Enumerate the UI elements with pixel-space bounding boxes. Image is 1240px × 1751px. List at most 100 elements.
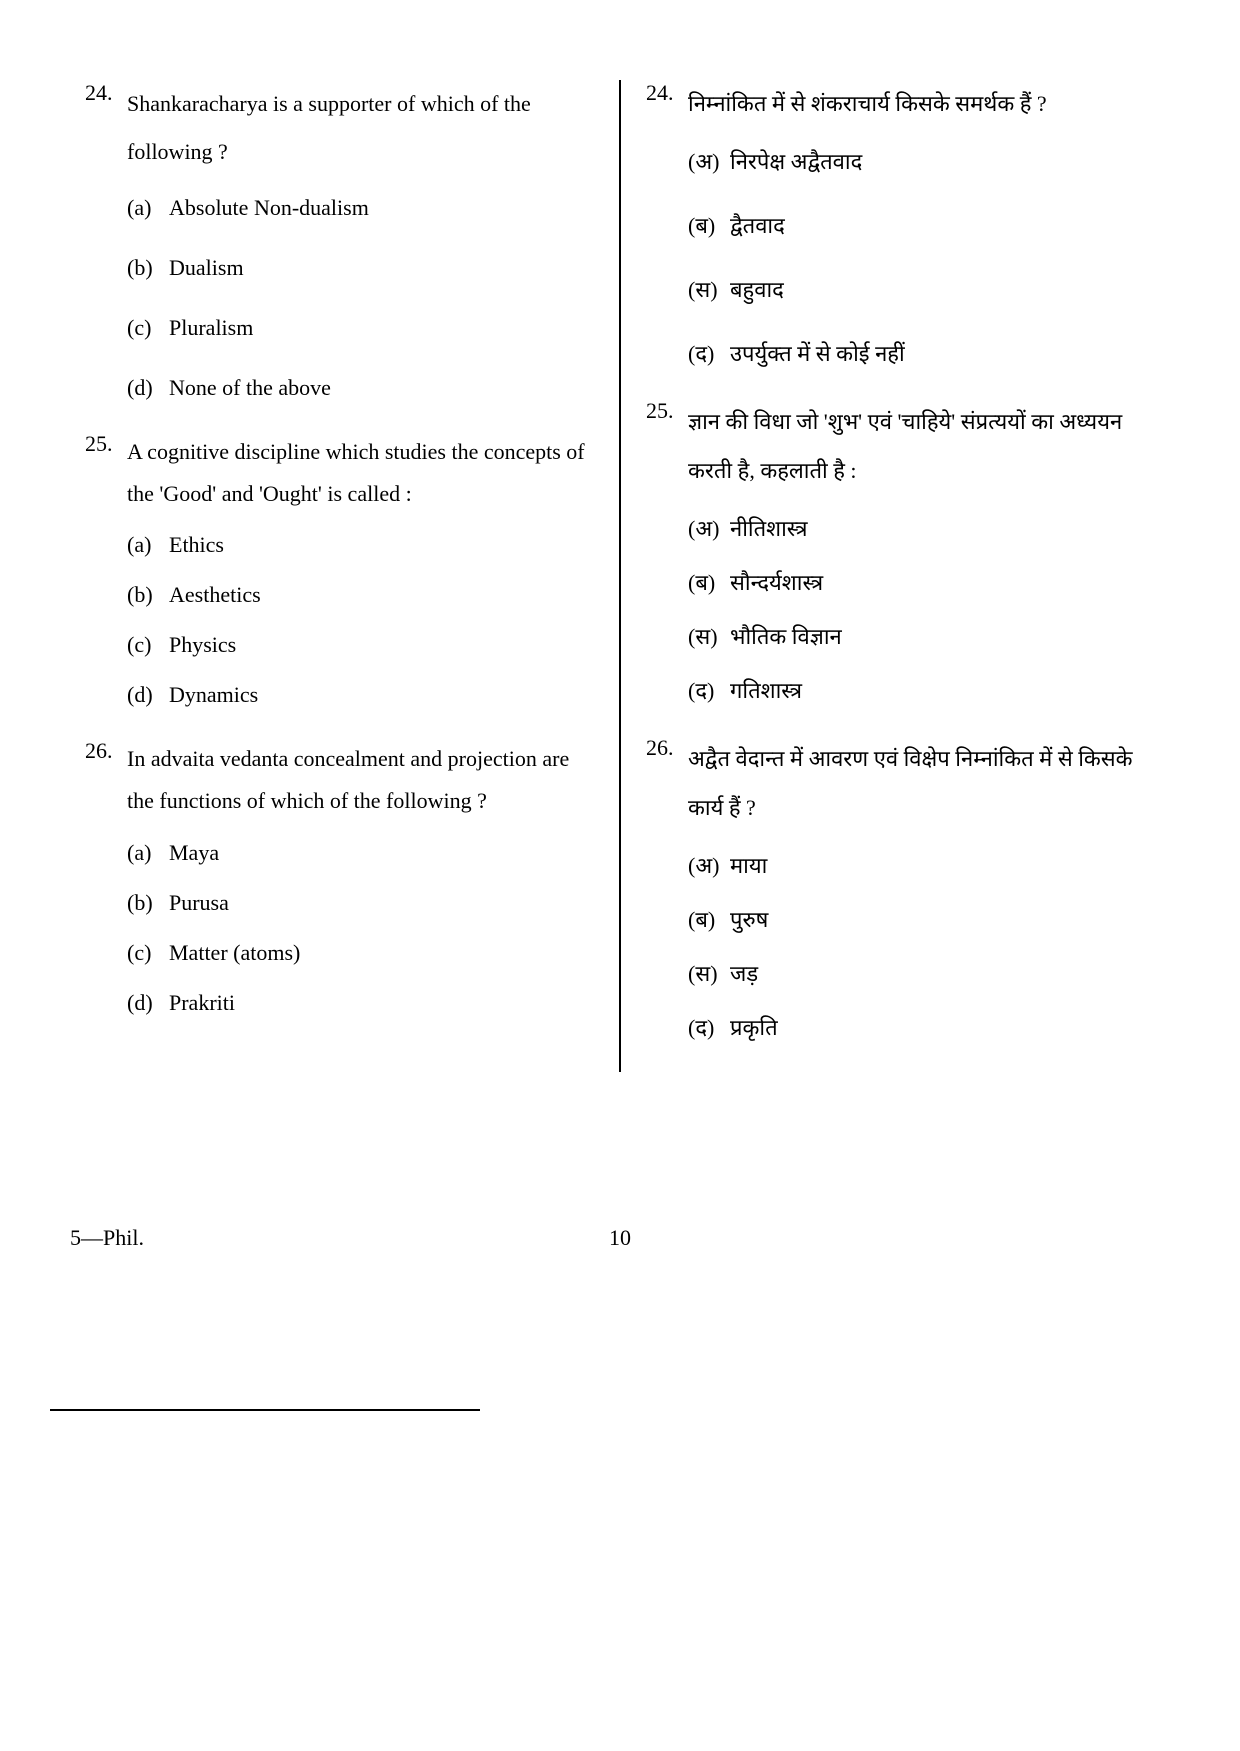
option-text: जड़ [730,958,1155,988]
question-text: A cognitive discipline which studies the… [127,431,594,515]
option-letter: (c) [127,632,169,658]
option-letter: (ब) [688,567,730,597]
option-text: माया [730,850,1155,880]
option-c: (स) भौतिक विज्ञान [688,621,1155,651]
question-text: Shankaracharya is a supporter of which o… [127,80,594,177]
option-a: (अ) निरपेक्ष अद्वैतवाद [688,146,1155,176]
option-letter: (स) [688,621,730,651]
option-letter: (अ) [688,513,730,543]
options-list: (a) Maya (b) Purusa (c) Matter (atoms) (… [85,840,594,1016]
option-text: सौन्दर्यशास्त्र [730,567,1155,597]
option-a: (a) Maya [127,840,594,866]
option-b: (b) Dualism [127,255,594,281]
question-header: 24. Shankaracharya is a supporter of whi… [85,80,594,177]
option-letter: (द) [688,1012,730,1042]
right-column: 24. निम्नांकित में से शंकराचार्य किसके स… [621,80,1170,1072]
question-number: 25. [85,431,127,457]
page-number: 10 [609,1225,631,1251]
option-text: द्वैतवाद [730,210,1155,240]
option-text: Pluralism [169,315,594,341]
options-list: (a) Ethics (b) Aesthetics (c) Physics (d… [85,532,594,708]
question-26-hi: 26. अद्वैत वेदान्त में आवरण एवं विक्षेप … [646,735,1155,1042]
option-text: Aesthetics [169,582,594,608]
options-list: (a) Absolute Non-dualism (b) Dualism (c)… [85,195,594,401]
question-26-en: 26. In advaita vedanta concealment and p… [85,738,594,1016]
option-letter: (द) [688,338,730,368]
option-d: (द) उपर्युक्त में से कोई नहीं [688,338,1155,368]
option-letter: (a) [127,532,169,558]
page-footer: 5—Phil. 10 [70,1225,1170,1251]
option-letter: (c) [127,315,169,341]
option-text: Dualism [169,255,594,281]
option-c: (स) बहुवाद [688,274,1155,304]
question-header: 25. A cognitive discipline which studies… [85,431,594,515]
horizontal-rule [50,1409,480,1411]
question-header: 26. In advaita vedanta concealment and p… [85,738,594,822]
option-letter: (ब) [688,210,730,240]
option-letter: (c) [127,940,169,966]
question-text: ज्ञान की विधा जो 'शुभ' एवं 'चाहिये' संप्… [688,398,1155,495]
option-c: (c) Physics [127,632,594,658]
question-24-en: 24. Shankaracharya is a supporter of whi… [85,80,594,401]
option-d: (d) Dynamics [127,682,594,708]
option-b: (ब) पुरुष [688,904,1155,934]
question-text: अद्वैत वेदान्त में आवरण एवं विक्षेप निम्… [688,735,1155,832]
option-text: निरपेक्ष अद्वैतवाद [730,146,1155,176]
option-b: (ब) सौन्दर्यशास्त्र [688,567,1155,597]
option-letter: (b) [127,582,169,608]
option-letter: (d) [127,682,169,708]
option-b: (b) Purusa [127,890,594,916]
question-text: In advaita vedanta concealment and proje… [127,738,594,822]
option-letter: (अ) [688,850,730,880]
option-text: Dynamics [169,682,594,708]
question-number: 26. [85,738,127,764]
options-list: (अ) नीतिशास्त्र (ब) सौन्दर्यशास्त्र (स) … [646,513,1155,705]
option-letter: (d) [127,990,169,1016]
option-letter: (d) [127,375,169,401]
option-letter: (a) [127,195,169,221]
question-number: 25. [646,398,688,424]
options-list: (अ) माया (ब) पुरुष (स) जड़ (द) प्रकृति [646,850,1155,1042]
option-text: भौतिक विज्ञान [730,621,1155,651]
question-text: निम्नांकित में से शंकराचार्य किसके समर्थ… [688,80,1047,128]
question-number: 24. [646,80,688,106]
option-a: (a) Ethics [127,532,594,558]
option-letter: (स) [688,958,730,988]
option-text: None of the above [169,375,594,401]
option-d: (द) गतिशास्त्र [688,675,1155,705]
option-text: Ethics [169,532,594,558]
question-24-hi: 24. निम्नांकित में से शंकराचार्य किसके स… [646,80,1155,368]
options-list: (अ) निरपेक्ष अद्वैतवाद (ब) द्वैतवाद (स) … [646,146,1155,368]
option-text: Prakriti [169,990,594,1016]
option-text: Matter (atoms) [169,940,594,966]
option-d: (d) Prakriti [127,990,594,1016]
option-a: (अ) माया [688,850,1155,880]
option-text: बहुवाद [730,274,1155,304]
option-letter: (द) [688,675,730,705]
option-text: प्रकृति [730,1012,1155,1042]
option-d: (d) None of the above [127,375,594,401]
footer-subject: 5—Phil. [70,1225,144,1251]
option-b: (ब) द्वैतवाद [688,210,1155,240]
option-text: Maya [169,840,594,866]
question-header: 26. अद्वैत वेदान्त में आवरण एवं विक्षेप … [646,735,1155,832]
page-content: 24. Shankaracharya is a supporter of whi… [70,80,1170,1072]
question-header: 24. निम्नांकित में से शंकराचार्य किसके स… [646,80,1155,128]
option-a: (अ) नीतिशास्त्र [688,513,1155,543]
option-text: Purusa [169,890,594,916]
option-text: पुरुष [730,904,1155,934]
option-letter: (अ) [688,146,730,176]
question-header: 25. ज्ञान की विधा जो 'शुभ' एवं 'चाहिये' … [646,398,1155,495]
option-letter: (ब) [688,904,730,934]
question-number: 24. [85,80,127,106]
option-a: (a) Absolute Non-dualism [127,195,594,221]
question-25-en: 25. A cognitive discipline which studies… [85,431,594,709]
option-letter: (b) [127,890,169,916]
option-text: Absolute Non-dualism [169,195,594,221]
option-text: उपर्युक्त में से कोई नहीं [730,338,1155,368]
option-text: गतिशास्त्र [730,675,1155,705]
option-text: Physics [169,632,594,658]
option-d: (द) प्रकृति [688,1012,1155,1042]
option-letter: (स) [688,274,730,304]
question-number: 26. [646,735,688,761]
